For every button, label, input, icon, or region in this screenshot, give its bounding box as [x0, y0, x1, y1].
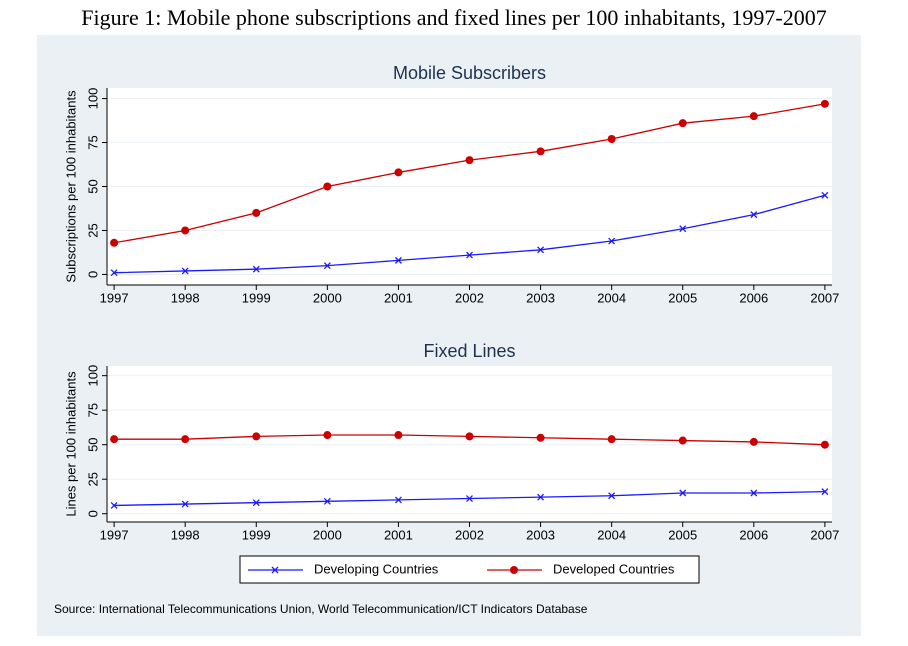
legend-marker — [510, 566, 518, 574]
point — [252, 208, 261, 217]
point — [678, 436, 687, 445]
x-tick-label: 1998 — [171, 290, 200, 305]
x-tick-label: 1999 — [242, 527, 271, 542]
point — [394, 256, 402, 264]
x-tick-label: 1999 — [242, 290, 271, 305]
x-tick-label: 2004 — [597, 527, 626, 542]
x-tick-label: 1997 — [100, 527, 129, 542]
point — [466, 251, 473, 259]
point — [537, 493, 545, 501]
y-tick-label: 50 — [85, 437, 100, 451]
point — [466, 495, 473, 502]
x-tick-label: 2001 — [384, 527, 413, 542]
point — [607, 135, 616, 144]
point — [110, 435, 119, 444]
legend-label: Developing Countries — [314, 561, 439, 576]
point — [749, 112, 758, 121]
point — [820, 440, 829, 449]
x-tick-label: 2007 — [810, 527, 839, 542]
y-tick-label: 50 — [85, 179, 100, 193]
point — [252, 432, 261, 441]
point — [323, 497, 331, 505]
y-tick-label: 75 — [85, 403, 100, 417]
point — [678, 119, 687, 128]
point — [465, 156, 474, 165]
point — [394, 168, 403, 177]
source-note: Source: International Telecommunications… — [54, 602, 588, 616]
point — [181, 267, 189, 275]
point — [465, 432, 474, 441]
x-tick-label: 2005 — [668, 527, 697, 542]
chart-title: Mobile Subscribers — [393, 63, 546, 83]
plot-area — [107, 366, 832, 522]
y-axis-label: Subscriptions per 100 inhabitants — [63, 90, 78, 283]
chart-title: Fixed Lines — [423, 341, 515, 361]
point — [252, 499, 260, 507]
x-tick-label: 2006 — [739, 527, 768, 542]
x-tick-label: 2001 — [384, 290, 413, 305]
y-tick-label: 100 — [85, 88, 100, 110]
figure-title: Figure 1: Mobile phone subscriptions and… — [81, 5, 826, 30]
x-tick-label: 2003 — [526, 290, 555, 305]
x-tick-label: 1998 — [171, 527, 200, 542]
x-tick-label: 2006 — [739, 290, 768, 305]
y-tick-label: 25 — [85, 223, 100, 237]
x-tick-label: 2002 — [455, 527, 484, 542]
point — [821, 191, 829, 199]
point — [323, 182, 332, 191]
point — [536, 147, 545, 156]
y-tick-label: 100 — [85, 365, 100, 387]
point — [110, 269, 118, 277]
x-tick-label: 2000 — [313, 527, 342, 542]
x-tick-label: 2002 — [455, 290, 484, 305]
point — [110, 501, 118, 509]
point — [820, 99, 829, 108]
point — [821, 488, 829, 496]
y-tick-label: 75 — [85, 135, 100, 149]
x-tick-label: 2005 — [668, 290, 697, 305]
x-tick-label: 1997 — [100, 290, 129, 305]
point — [394, 431, 403, 440]
point — [181, 435, 190, 444]
point — [608, 492, 616, 500]
point — [181, 226, 190, 235]
point — [749, 437, 758, 446]
point — [252, 265, 260, 273]
legend-marker — [271, 566, 279, 574]
point — [110, 238, 119, 247]
point — [394, 496, 402, 504]
legend-label: Developed Countries — [553, 561, 675, 576]
point — [323, 431, 332, 440]
point — [536, 433, 545, 442]
legend-box — [239, 555, 700, 584]
y-axis-label: Lines per 100 inhabitants — [63, 371, 78, 517]
x-tick-label: 2007 — [810, 290, 839, 305]
point — [750, 489, 758, 497]
point — [679, 225, 687, 233]
point — [607, 435, 616, 444]
y-tick-label: 0 — [85, 271, 100, 278]
point — [181, 500, 189, 508]
point — [750, 211, 758, 219]
x-tick-label: 2003 — [526, 527, 555, 542]
point — [679, 489, 687, 497]
x-tick-label: 2000 — [313, 290, 342, 305]
point — [537, 246, 545, 254]
point — [608, 237, 616, 245]
y-tick-label: 0 — [85, 510, 100, 517]
x-tick-label: 2004 — [597, 290, 626, 305]
y-tick-label: 25 — [85, 472, 100, 486]
point — [323, 262, 331, 270]
